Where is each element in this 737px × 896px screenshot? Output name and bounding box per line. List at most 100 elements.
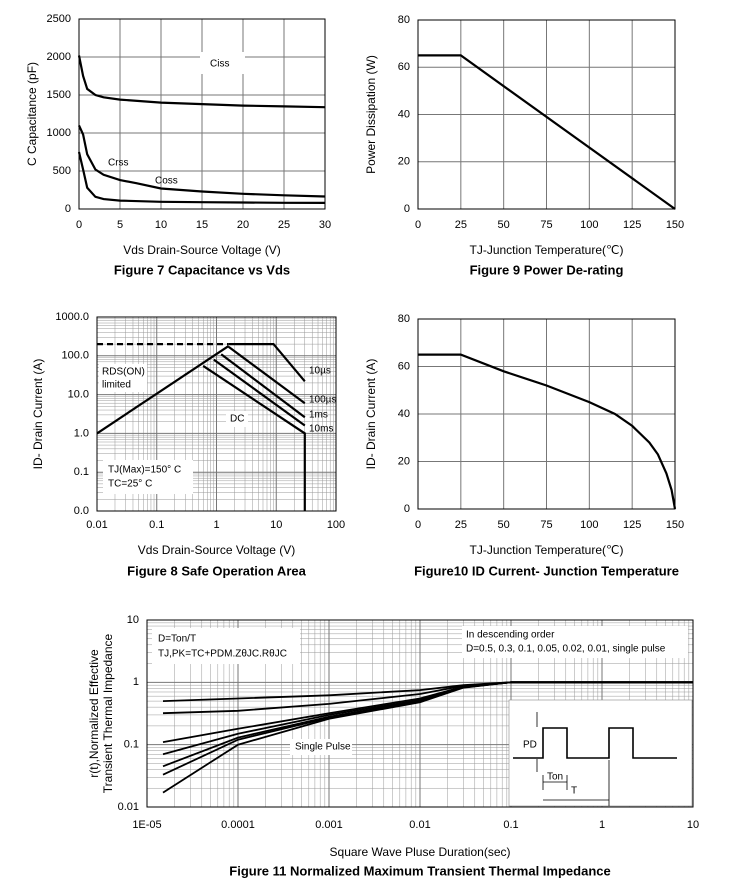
x-tick-label: 10 [155,219,167,231]
chart-title: Figure 11 Normalized Maximum Transient T… [229,863,610,878]
x-tick-label: 1 [599,819,605,831]
x-tick-label: 30 [319,219,331,231]
annotation: D=0.5, 0.3, 0.1, 0.05, 0.02, 0.01, singl… [466,644,666,655]
series-line [77,124,326,198]
pulse-waveform [513,727,677,759]
series-line [418,54,676,210]
x-tick-label: 125 [623,519,641,531]
x-tick-label: 0.01 [409,819,430,831]
annotation: TJ,PK=TC+PDM.ZθJC.RθJC [158,649,287,660]
y-tick-label: 20 [398,455,410,467]
y-tick-label: 2000 [47,51,71,63]
annotation: limited [102,380,131,391]
series-line [77,55,326,109]
y-tick-label: 100.0 [61,350,89,362]
y-tick-label: 40 [398,108,410,120]
x-tick-label: 75 [540,219,552,231]
series-line [202,364,306,511]
series-line [220,353,306,419]
annotation: D=Ton/T [158,634,196,645]
y-axis-label: ID- Drain Current (A) [364,359,378,470]
y-axis-label: Transient Thermal Impedance [101,633,115,793]
x-tick-label: 100 [580,219,598,231]
label-bg [290,739,352,755]
annotation: RDS(ON) [102,367,145,378]
x-tick-label: 20 [237,219,249,231]
x-axis-label: TJ-Junction Temperature(℃) [470,543,624,557]
y-tick-label: 1000 [47,127,71,139]
chart-title: Figure10 ID Current- Junction Temperatur… [414,563,679,578]
y-tick-label: 1000.0 [55,311,89,323]
series-line [77,151,326,204]
y-tick-label: 2500 [47,13,71,25]
series-line [162,681,693,794]
x-tick-label: 10 [687,819,699,831]
x-tick-label: 10 [270,519,282,531]
label-bg [103,460,193,494]
y-axis-label: ID- Drain Current (A) [31,359,45,470]
x-tick-label: 75 [540,519,552,531]
y-tick-label: 500 [53,165,71,177]
x-axis-label: Vds Drain-Source Voltage (V) [138,543,295,557]
series-label: Single Pulse [295,742,351,753]
y-tick-label: 0.1 [124,739,139,751]
y-axis-label: r(t),Normalized Effective [87,649,101,778]
y-tick-label: 0 [404,203,410,215]
plot-frame [417,318,676,510]
chart-title: Figure 8 Safe Operation Area [127,563,306,578]
label-bg [200,52,245,74]
x-tick-label: 0 [415,519,421,531]
y-tick-label: 0 [404,503,410,515]
plot-frame [78,18,326,210]
x-axis-label: Vds Drain-Source Voltage (V) [123,243,280,257]
annotation: Ton [547,772,563,783]
x-tick-label: 150 [666,219,684,231]
series-label: DC [230,414,244,425]
plot-frame [417,19,676,210]
overlay: Ciss Coss Crss RDS(ON) limited 10µs 100µ… [99,52,693,807]
x-tick-label: 1E-05 [132,819,161,831]
y-tick-label: 60 [398,61,410,73]
y-tick-label: 0.01 [118,801,139,813]
y-axis-label: C Capacitance (pF) [25,62,39,166]
y-axis-label: Power Dissipation (W) [364,55,378,174]
series-line [228,346,306,405]
label-bg [99,364,147,392]
x-tick-label: 15 [196,219,208,231]
x-axis-label: TJ-Junction Temperature(℃) [470,243,624,257]
y-tick-label: 60 [398,360,410,372]
series-label: Coss [155,176,178,187]
x-tick-label: 0.1 [503,819,518,831]
y-tick-label: 80 [398,313,410,325]
annotation: In descending order [466,630,555,641]
x-tick-label: 5 [117,219,123,231]
x-tick-label: 25 [455,219,467,231]
x-tick-label: 0.1 [149,519,164,531]
chart-title: Figure 9 Power De-rating [470,262,624,277]
x-tick-label: 125 [623,219,641,231]
pulse-inset [508,699,693,807]
x-tick-label: 50 [498,519,510,531]
y-tick-label: 0.0 [74,505,89,517]
label-bg [152,628,300,664]
x-tick-label: 0.01 [86,519,107,531]
y-tick-label: 1500 [47,89,71,101]
y-tick-label: 0.1 [74,466,89,478]
y-tick-label: 1 [133,676,139,688]
annotation: TJ(Max)=150° C [108,465,181,476]
chart-title: Figure 7 Capacitance vs Vds [114,262,290,277]
x-tick-label: 0.0001 [221,819,255,831]
x-tick-label: 0 [415,219,421,231]
series-line [418,353,677,510]
y-tick-label: 0 [65,203,71,215]
plot-frame [96,316,337,512]
x-tick-label: 25 [455,519,467,531]
x-tick-label: 100 [327,519,345,531]
label-bg [226,411,248,427]
annotation: TC=25° C [108,479,152,490]
x-tick-label: 0 [76,219,82,231]
series-line [213,358,306,427]
series-label: 1ms [309,410,328,421]
plot-frame [146,619,694,808]
